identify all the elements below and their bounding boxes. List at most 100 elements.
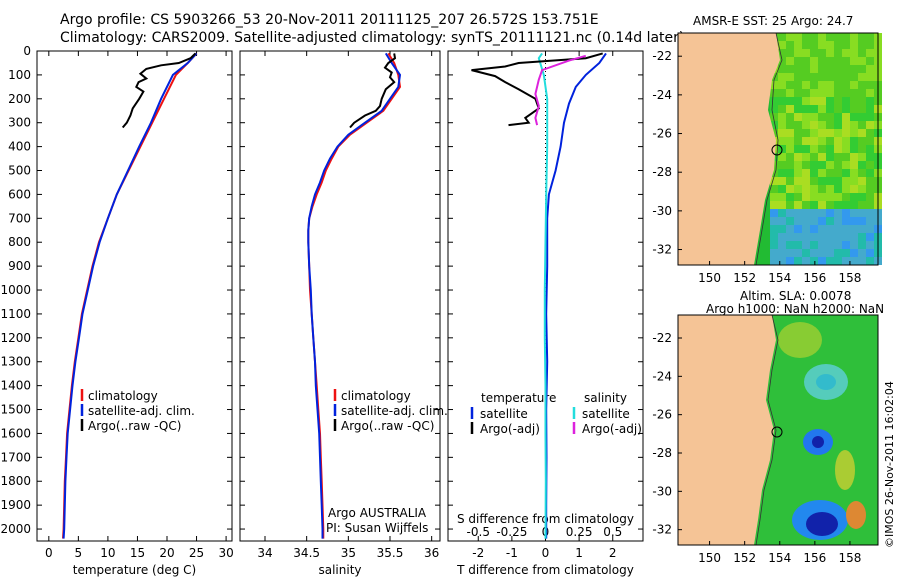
- map-y-tick-label: -32: [652, 243, 672, 257]
- sst-cell: [818, 57, 826, 65]
- sst-cell: [842, 161, 850, 169]
- sst-cell: [810, 97, 818, 105]
- sst-cell: [850, 257, 858, 265]
- sst-cell: [850, 121, 858, 129]
- sst-cell: [810, 65, 818, 73]
- sst-cell: [802, 81, 810, 89]
- sst-cell: [802, 153, 810, 161]
- sst-cell: [818, 201, 826, 209]
- sst-cell: [826, 65, 834, 73]
- sst-cell: [834, 241, 842, 249]
- sst-cell: [834, 65, 842, 73]
- sst-cell: [770, 105, 778, 113]
- sst-cell: [826, 145, 834, 153]
- sst-cell: [834, 209, 842, 217]
- sst-cell: [818, 185, 826, 193]
- sst-cell: [834, 113, 842, 121]
- sst-cell: [778, 89, 786, 97]
- sst-cell: [834, 177, 842, 185]
- sst-cell: [850, 169, 858, 177]
- sst-cell: [794, 161, 802, 169]
- sst-cell: [802, 217, 810, 225]
- sst-cell: [826, 97, 834, 105]
- sst-cell: [826, 177, 834, 185]
- y-tick-label: 100: [8, 68, 31, 82]
- legend-label: climatology: [88, 389, 158, 403]
- sst-cell: [786, 73, 794, 81]
- map-x-tick-label: 150: [698, 271, 721, 285]
- sst-cell: [842, 105, 850, 113]
- sst-cell: [826, 241, 834, 249]
- sst-cell: [826, 41, 834, 49]
- sst-cell: [842, 137, 850, 145]
- sst-cell: [818, 129, 826, 137]
- sst-cell: [802, 225, 810, 233]
- sst-cell: [866, 41, 874, 49]
- sst-cell: [826, 217, 834, 225]
- sst-cell: [770, 233, 778, 241]
- sst-cell: [850, 81, 858, 89]
- sst-cell: [842, 57, 850, 65]
- sst-cell: [794, 65, 802, 73]
- sst-cell: [794, 81, 802, 89]
- sst-cell: [786, 225, 794, 233]
- sst-cell: [826, 161, 834, 169]
- sst-cell: [778, 201, 786, 209]
- sst-cell: [810, 49, 818, 57]
- sst-cell: [770, 73, 778, 81]
- x-axis-label: temperature (deg C): [73, 563, 196, 577]
- sst-cell: [770, 113, 778, 121]
- sst-cell: [858, 249, 866, 257]
- sla-map-land: [678, 315, 776, 545]
- pi-label: PI: Susan Wijffels: [326, 521, 428, 535]
- sst-cell: [802, 233, 810, 241]
- sst-cell: [778, 169, 786, 177]
- sst-cell: [786, 65, 794, 73]
- x-tick-label: 34: [257, 546, 272, 560]
- sst-cell: [858, 49, 866, 57]
- sst-cell: [802, 185, 810, 193]
- sst-cell: [794, 153, 802, 161]
- sst-cell: [826, 57, 834, 65]
- sst-cell: [866, 121, 874, 129]
- sst-cell: [850, 161, 858, 169]
- map-x-tick-label: 150: [698, 551, 721, 565]
- sst-cell: [826, 193, 834, 201]
- sst-cell: [778, 249, 786, 257]
- sst-cell: [866, 225, 874, 233]
- sst-cell: [818, 137, 826, 145]
- sst-cell: [778, 65, 786, 73]
- sst-cell: [850, 105, 858, 113]
- sst-cell: [866, 89, 874, 97]
- sst-cell: [794, 217, 802, 225]
- y-tick-label: 1100: [0, 307, 31, 321]
- sst-cell: [834, 129, 842, 137]
- sst-cell: [866, 241, 874, 249]
- sst-cell: [770, 201, 778, 209]
- sst-cell: [770, 97, 778, 105]
- y-tick-label: 1300: [0, 355, 31, 369]
- sst-cell: [778, 161, 786, 169]
- sst-cell: [794, 41, 802, 49]
- legend-label: climatology: [341, 389, 411, 403]
- sst-cell: [834, 185, 842, 193]
- x-tick-label: 1: [575, 546, 583, 560]
- sst-cell: [778, 49, 786, 57]
- sst-cell: [850, 225, 858, 233]
- sst-cell: [786, 57, 794, 65]
- map-x-tick-label: 156: [803, 271, 826, 285]
- legend-label: satellite-adj. clim.: [88, 404, 195, 418]
- sst-cell: [858, 193, 866, 201]
- s-tick-label: 0.5: [603, 525, 622, 539]
- y-tick-label: 1000: [0, 283, 31, 297]
- sst-cell: [778, 233, 786, 241]
- sst-cell: [858, 137, 866, 145]
- sst-cell: [770, 185, 778, 193]
- sst-cell: [786, 145, 794, 153]
- sst-cell: [810, 73, 818, 81]
- sla-map-title-line2: Argo h1000: NaN h2000: NaN: [706, 302, 885, 316]
- sst-cell: [786, 201, 794, 209]
- sst-cell: [810, 177, 818, 185]
- climatology-title: Climatology: CARS2009. Satellite-adjuste…: [60, 30, 685, 46]
